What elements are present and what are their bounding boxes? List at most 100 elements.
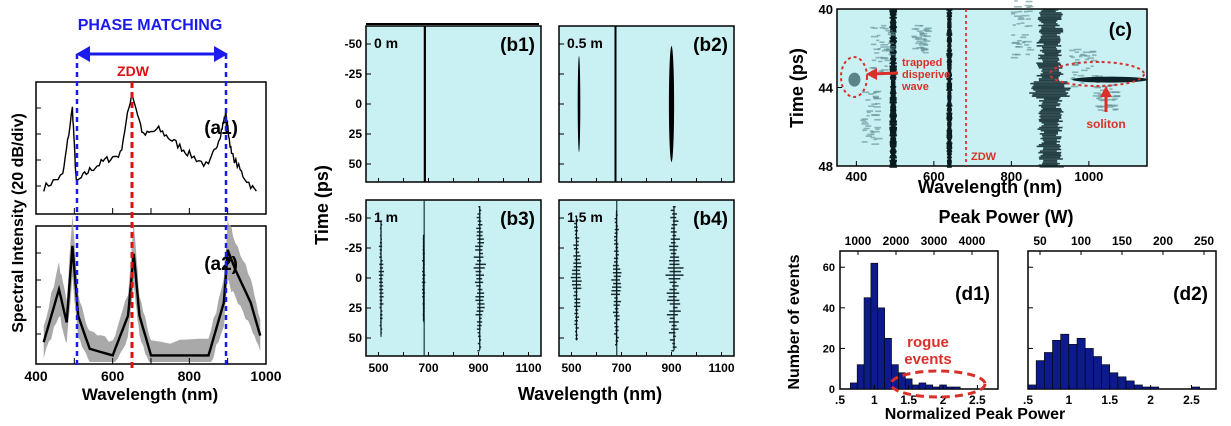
c-speckle: [1081, 69, 1088, 72]
c-band: [947, 123, 952, 126]
b-fringe: [671, 350, 675, 352]
c-band: [946, 34, 953, 36]
c-speckle: [914, 28, 920, 30]
panel-b: 0 m (b1) -50 -25 0 25 50 0.5 m (b2) 1 m (b3) -50 -25…: [312, 23, 735, 404]
c-speckle: [1084, 58, 1090, 61]
d2-bar: [1142, 386, 1151, 390]
c-soliton-band: [1040, 56, 1058, 58]
c-speckle: [870, 136, 876, 139]
d1-xtick-label: 2: [940, 393, 947, 407]
c-speckle: [1109, 88, 1113, 90]
b-fringe: [670, 242, 676, 244]
c-soliton-band: [1043, 147, 1060, 149]
d1-top-tick-label: 3000: [921, 234, 948, 248]
d1-xtick-label: .5: [835, 393, 845, 407]
b-fringe: [614, 322, 617, 324]
c-speckle: [860, 119, 866, 122]
c-band: [946, 137, 952, 140]
d-ylabel: Number of events: [786, 254, 803, 389]
c-band: [890, 151, 897, 154]
c-soliton-band: [1041, 26, 1056, 28]
c-soliton-band: [1040, 73, 1064, 75]
c-speckle: [887, 31, 896, 34]
c-trapped-text-2: disperive: [902, 69, 950, 81]
c-band: [947, 96, 952, 99]
d2-xtick-label: 2.5: [1183, 393, 1200, 407]
c-speckle: [1027, 10, 1033, 13]
d-ytick-label: 60: [823, 262, 835, 274]
c-band: [890, 106, 897, 109]
c-speckle: [881, 57, 889, 60]
c-speckle: [863, 127, 870, 130]
c-band: [947, 71, 952, 74]
c-band: [946, 117, 953, 120]
c-speckle: [879, 26, 885, 29]
b-fringe: [477, 342, 480, 345]
c-band: [946, 74, 952, 77]
c-band: [947, 62, 952, 65]
c-speckle: [880, 69, 889, 71]
c-band: [946, 40, 952, 43]
b-fringe: [475, 314, 483, 316]
c-soliton-band: [1038, 24, 1060, 27]
c-band: [946, 114, 953, 116]
c-band: [947, 67, 952, 69]
c-band: [947, 106, 952, 109]
c-band: [946, 159, 952, 162]
b-fringe: [573, 226, 578, 228]
b-fringe: [574, 233, 577, 236]
c-soliton-band: [1039, 115, 1062, 118]
c-ticks: 40 44 48 400 600 800 1000: [819, 2, 1104, 184]
c-band: [890, 19, 896, 22]
c-soliton-band: [1043, 159, 1058, 162]
c-band: [947, 100, 952, 102]
d1-bar: [925, 384, 934, 390]
c-speckle: [917, 38, 926, 40]
c-soliton-band: [1038, 67, 1063, 69]
b-ylabel: Time (ps): [312, 165, 332, 245]
c-speckle: [875, 137, 883, 140]
d1-xtick-label: 1.5: [900, 393, 917, 407]
c-speckle: [1107, 98, 1113, 101]
c-band: [946, 54, 953, 57]
b-fringe: [477, 350, 480, 352]
c-band: [889, 70, 897, 73]
c-speckle: [862, 129, 867, 132]
c-band: [889, 164, 897, 167]
c-speckle: [1084, 55, 1091, 57]
c-soliton-band: [1041, 27, 1063, 30]
c-band: [890, 29, 897, 32]
rogue-text-1: rogue: [907, 334, 949, 351]
c-speckle: [1025, 0, 1033, 3]
c-band: [947, 101, 952, 104]
c-xtick-label: 400: [846, 169, 868, 184]
c-speckle: [1018, 16, 1024, 19]
c-speckle: [1014, 0, 1018, 2]
c-soliton-band: [1035, 90, 1066, 93]
c-tag: (c): [1109, 20, 1132, 41]
c-band: [946, 103, 952, 105]
b-fringe: [612, 264, 619, 267]
c-band: [889, 161, 897, 164]
a1-ticks: [35, 107, 267, 214]
c-speckle: [865, 99, 871, 101]
c-soliton-band: [1039, 150, 1057, 152]
c-band: [890, 87, 896, 90]
c-band: [890, 109, 897, 112]
c-soliton-band: [1040, 32, 1061, 35]
c-speckle: [861, 121, 868, 123]
c-soliton-band: [1041, 103, 1061, 105]
b-fringe: [381, 224, 383, 226]
c-band: [947, 120, 952, 123]
c-soliton-band: [1032, 85, 1065, 88]
c-soliton-band: [1042, 101, 1058, 104]
b-ytick-label: -50: [345, 211, 363, 225]
c-soliton-band: [1038, 16, 1062, 19]
b-fringe: [669, 249, 677, 251]
c-band: [890, 153, 896, 156]
c-band: [947, 79, 952, 82]
d1-bar: [946, 386, 954, 390]
b-fringe: [574, 258, 581, 261]
c-band: [890, 74, 896, 77]
d2-bar: [1150, 386, 1160, 390]
